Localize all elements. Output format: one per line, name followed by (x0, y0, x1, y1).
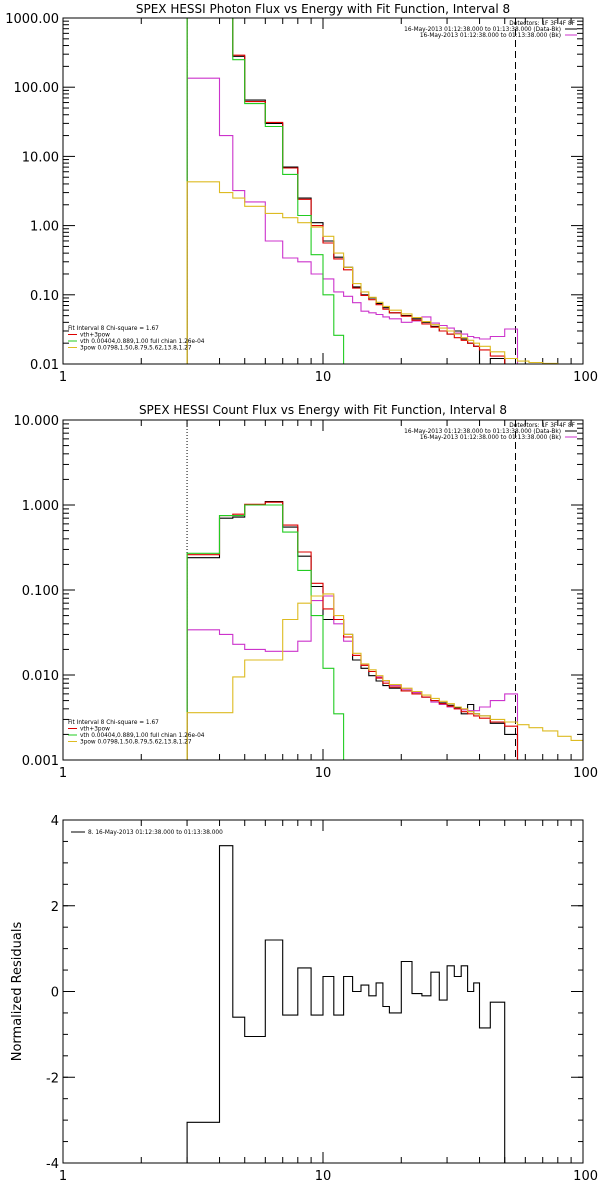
x-tick-label: 10 (315, 370, 332, 385)
series-3pow (186, 593, 583, 760)
y-tick-label: 0.01 (30, 358, 59, 373)
chart-panel-2: SPEX HESSI Count Flux vs Energy with Fit… (14, 403, 599, 781)
y-tick-label: 10.00 (22, 150, 59, 165)
legend-entry-text: Fit Interval 8 Chi-square = 1.67 (68, 720, 159, 726)
y-tick-label: 0.010 (22, 669, 59, 684)
legend-entry-text: vth+3pow (80, 333, 110, 339)
x-tick-label: 100 (573, 370, 598, 385)
y-tick-label: 0 (51, 986, 59, 1001)
legend-entry-text: Detectors: 1F 3F 4F 8F (509, 423, 575, 429)
legend-entry-text: 16-May-2013 01:12:38.000 to 01:13:38.000… (404, 429, 561, 435)
series-vth-3pow (186, 18, 519, 364)
series-bk (186, 77, 519, 364)
legend-entry-text: 8. 16-May-2013 01:12:38.000 to 01:13:38.… (88, 830, 223, 836)
x-tick-label: 100 (573, 766, 598, 781)
plot-frame (62, 819, 584, 1164)
series-vth (186, 504, 345, 760)
chart-panel-1: SPEX HESSI Photon Flux vs Energy with Fi… (5, 2, 598, 385)
series-data-bk (186, 500, 519, 760)
chart-title: SPEX HESSI Count Flux vs Energy with Fit… (139, 403, 507, 417)
y-tick-label: -4 (46, 1157, 59, 1172)
legend-entry-text: vth 0.00404,0.889,1.00 full chian 1.26e-… (80, 339, 205, 345)
legend-entry-text: 3pow 0.0798,1.50,8.79,5.62,13.8,1.27 (80, 346, 192, 352)
series-8-16-may-2013-01-12-38-000-to-01-13-38-000 (186, 845, 519, 1163)
y-tick-label: 0.100 (22, 584, 59, 599)
legend-entry-text: 16-May-2013 01:12:38.000 to 01:13:38.000… (420, 435, 561, 441)
y-tick-label: 1000.00 (5, 12, 59, 27)
legend-entry-text: vth 0.00404,0.889,1.00 full chian 1.26e-… (80, 733, 205, 739)
legend-entry-text: Fit Interval 8 Chi-square = 1.67 (68, 326, 159, 332)
y-tick-label: 100.00 (14, 81, 60, 96)
legend-entry-text: 16-May-2013 01:12:38.000 to 01:13:38.000… (420, 33, 561, 39)
chart-panel-3: 1 10 100 -4 -2 0 2 4 Normalized Residuals 8. 16-M… (10, 814, 598, 1184)
legend-entry-text: 16-May-2013 01:12:38.000 to 01:13:38.000… (404, 27, 561, 33)
series-group (186, 845, 519, 1163)
x-tick-label: 1 (59, 1169, 67, 1184)
legend-entry-text: Detectors: 1F 3F 4F 8F (509, 21, 575, 27)
chart-title: SPEX HESSI Photon Flux vs Energy with Fi… (136, 2, 510, 16)
y-tick-label: 1.00 (30, 220, 59, 235)
series-group (186, 500, 583, 760)
y-tick-label: -2 (46, 1071, 59, 1086)
x-tick-label: 1 (59, 370, 67, 385)
y-axis-label: Normalized Residuals (10, 922, 25, 1062)
legend-entry-text: vth+3pow (80, 727, 110, 733)
y-tick-label: 4 (51, 814, 59, 829)
series-vth (186, 18, 345, 364)
y-tick-label: 2 (51, 900, 59, 915)
series-bk (186, 595, 519, 760)
series-data-bk (186, 18, 506, 364)
y-tick-label: 1.000 (22, 499, 59, 514)
plot-frame (62, 17, 584, 365)
legend-entry-text: 3pow 0.0798,1.50,8.79,5.62,13.8,1.27 (80, 740, 192, 746)
x-tick-label: 10 (315, 766, 332, 781)
y-tick-label: 0.10 (30, 289, 59, 304)
y-tick-label: 10.000 (14, 414, 60, 429)
x-tick-label: 10 (315, 1169, 332, 1184)
x-tick-label: 100 (573, 1169, 598, 1184)
x-tick-label: 1 (59, 766, 67, 781)
y-tick-label: 0.001 (22, 754, 59, 769)
series-3pow (186, 181, 559, 364)
plot-frame (62, 419, 584, 761)
series-group (186, 18, 559, 364)
